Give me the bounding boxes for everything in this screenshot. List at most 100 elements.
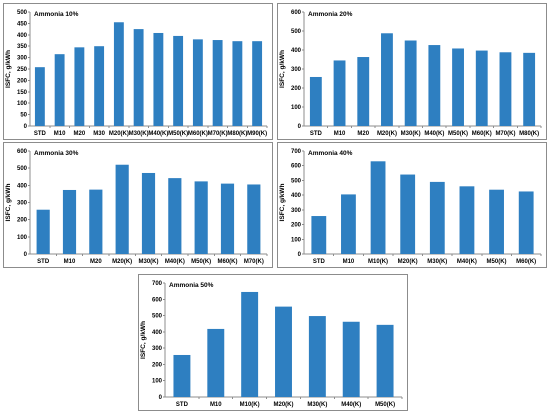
x-tick-label: M20 <box>357 131 369 137</box>
bar <box>62 189 77 254</box>
bar <box>36 209 50 254</box>
y-tick-label: 0 <box>298 252 302 258</box>
y-tick-label: 100 <box>291 105 302 111</box>
x-tick-label: M70(K) <box>495 131 515 137</box>
bar <box>115 164 129 254</box>
bar <box>404 40 417 126</box>
y-tick-label: 200 <box>17 78 28 84</box>
y-tick-label: 300 <box>17 56 28 62</box>
x-tick-label: M70(K) <box>208 131 228 137</box>
x-tick-label: M20 <box>90 259 102 265</box>
y-tick-label: 50 <box>20 113 27 119</box>
y-axis-label: ISFC, g/kWh <box>140 321 147 359</box>
y-axis-label: ISFC, g/kWh <box>279 184 286 222</box>
x-tick-label: M20(K) <box>112 259 132 265</box>
chart-panel-ammonia-40: 0 100 200 300 400 500 600 700 STD M10 M10(K) M20(K)… <box>277 142 547 268</box>
bar <box>523 52 536 126</box>
chart-svg: 0 100 200 300 400 500 600 STD M10 M20 M20(K) M30(K)… <box>3 142 273 268</box>
x-tick-label: M10 <box>64 259 76 265</box>
x-tick-label: M40(K) <box>424 131 444 137</box>
y-tick-label: 100 <box>17 235 28 241</box>
y-tick-label: 500 <box>17 10 28 16</box>
x-tick-label: M20(K) <box>109 131 129 137</box>
x-tick-label: STD <box>37 259 50 265</box>
bar <box>357 57 370 126</box>
bar <box>34 67 45 126</box>
y-tick-label: 0 <box>159 395 163 401</box>
bar <box>194 181 208 254</box>
y-tick-label: 200 <box>152 362 163 368</box>
bar <box>94 46 105 127</box>
y-axis-label: ISFC, g/kWh <box>279 50 286 88</box>
bar <box>400 174 416 254</box>
chart-svg: 0 50 100 150 200 250 300 350 400 450 500 STD M10 M20 M… <box>3 3 273 140</box>
y-tick-label: 350 <box>17 44 28 50</box>
bar <box>247 184 261 254</box>
y-tick-label: 500 <box>291 29 302 35</box>
chart-svg: 0 100 200 300 400 500 600 STD M10 M20 M20(K) M30(K)… <box>277 3 547 140</box>
bar <box>141 172 156 254</box>
y-tick-label: 0 <box>24 124 28 130</box>
chart-panel-ammonia-20: 0 100 200 300 400 500 600 STD M10 M20 M20(K) M30(K)… <box>277 3 547 140</box>
x-tick-label: M30(K) <box>307 402 327 408</box>
y-tick-label: 500 <box>291 178 302 184</box>
x-tick-label: M80(K) <box>519 131 539 137</box>
y-tick-label: 100 <box>291 237 302 243</box>
chart-panel-ammonia-30: 0 100 200 300 400 500 600 STD M10 M20 M20(K) M30(K)… <box>3 142 273 268</box>
x-tick-label: M20(K) <box>398 259 418 265</box>
bar <box>309 76 322 126</box>
x-tick-label: STD <box>313 259 326 265</box>
x-tick-label: M60(K) <box>217 259 237 265</box>
y-tick-label: 150 <box>17 90 28 96</box>
y-tick-label: 300 <box>152 346 163 352</box>
x-tick-label: M40(K) <box>165 259 185 265</box>
y-axis-label: ISFC, g/kWh <box>5 50 12 88</box>
bar <box>489 189 504 254</box>
bar <box>342 321 360 397</box>
x-tick-label: M50(K) <box>168 131 188 137</box>
y-tick-label: 200 <box>17 218 28 224</box>
y-tick-label: 450 <box>17 21 28 27</box>
chart-svg: 0 100 200 300 400 500 600 700 STD M10 M10(K) M20(K)… <box>138 274 408 411</box>
bar <box>192 39 203 126</box>
bar <box>220 183 235 254</box>
y-tick-label: 400 <box>152 330 163 336</box>
y-tick-label: 700 <box>291 149 302 155</box>
x-tick-label: M40(K) <box>457 259 477 265</box>
y-tick-label: 500 <box>152 314 163 320</box>
bar <box>370 161 386 254</box>
y-tick-label: 500 <box>17 166 28 172</box>
bar <box>333 60 346 127</box>
bar <box>459 186 475 254</box>
bar <box>428 45 441 127</box>
y-tick-label: 200 <box>291 223 302 229</box>
bar <box>308 316 326 397</box>
x-tick-label: STD <box>310 131 323 137</box>
bar <box>341 194 356 254</box>
x-tick-label: M60(K) <box>472 131 492 137</box>
bar <box>241 291 259 397</box>
x-tick-label: M10(K) <box>368 259 388 265</box>
x-tick-label: M40(K) <box>148 131 168 137</box>
y-tick-label: 0 <box>24 252 28 258</box>
x-tick-label: M30 <box>93 131 105 137</box>
x-tick-label: M10 <box>343 259 355 265</box>
x-tick-label: M30(K) <box>129 131 149 137</box>
bar <box>113 22 124 126</box>
chart-title: Ammonia 50% <box>169 282 214 289</box>
y-tick-label: 200 <box>291 86 302 92</box>
y-tick-label: 300 <box>17 201 28 207</box>
bar <box>499 52 512 126</box>
x-tick-label: M50(K) <box>375 402 395 408</box>
y-tick-label: 400 <box>17 33 28 39</box>
bar <box>252 41 263 126</box>
x-tick-label: M60(K) <box>188 131 208 137</box>
bar <box>74 47 85 127</box>
bar <box>475 50 488 126</box>
bar <box>173 35 184 126</box>
x-tick-label: M50(K) <box>487 259 507 265</box>
x-tick-label: M10 <box>54 131 66 137</box>
bar <box>54 54 65 126</box>
y-tick-label: 400 <box>291 48 302 54</box>
y-tick-label: 300 <box>291 67 302 73</box>
